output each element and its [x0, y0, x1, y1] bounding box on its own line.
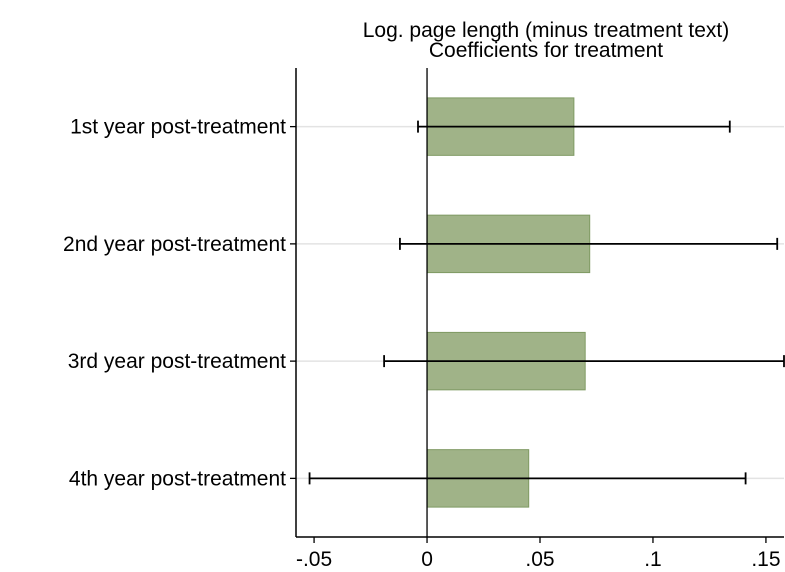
- x-tick-label: .15: [751, 548, 780, 571]
- x-tick-label: 0: [421, 548, 433, 571]
- bars: [426, 97, 591, 508]
- axes: [290, 68, 784, 543]
- x-tick-label: -.05: [296, 548, 332, 571]
- x-tick-label: .05: [525, 548, 554, 571]
- chart-title-line-1: Log. page length (minus treatment text): [363, 19, 730, 42]
- chart-title: Log. page length (minus treatment text) …: [363, 19, 730, 62]
- y-tick-label: 4th year post-treatment: [69, 467, 286, 490]
- tick-labels: 1st year post-treatment 2nd year post-tre…: [63, 116, 780, 571]
- y-tick-label: 3rd year post-treatment: [68, 350, 286, 373]
- gridlines: [296, 125, 784, 480]
- chart-title-line-2: Coefficients for treatment: [429, 39, 663, 62]
- x-tick-label: .1: [644, 548, 662, 571]
- error-bars: [308, 120, 785, 485]
- y-tick-label: 2nd year post-treatment: [63, 233, 286, 256]
- y-tick-label: 1st year post-treatment: [70, 116, 286, 139]
